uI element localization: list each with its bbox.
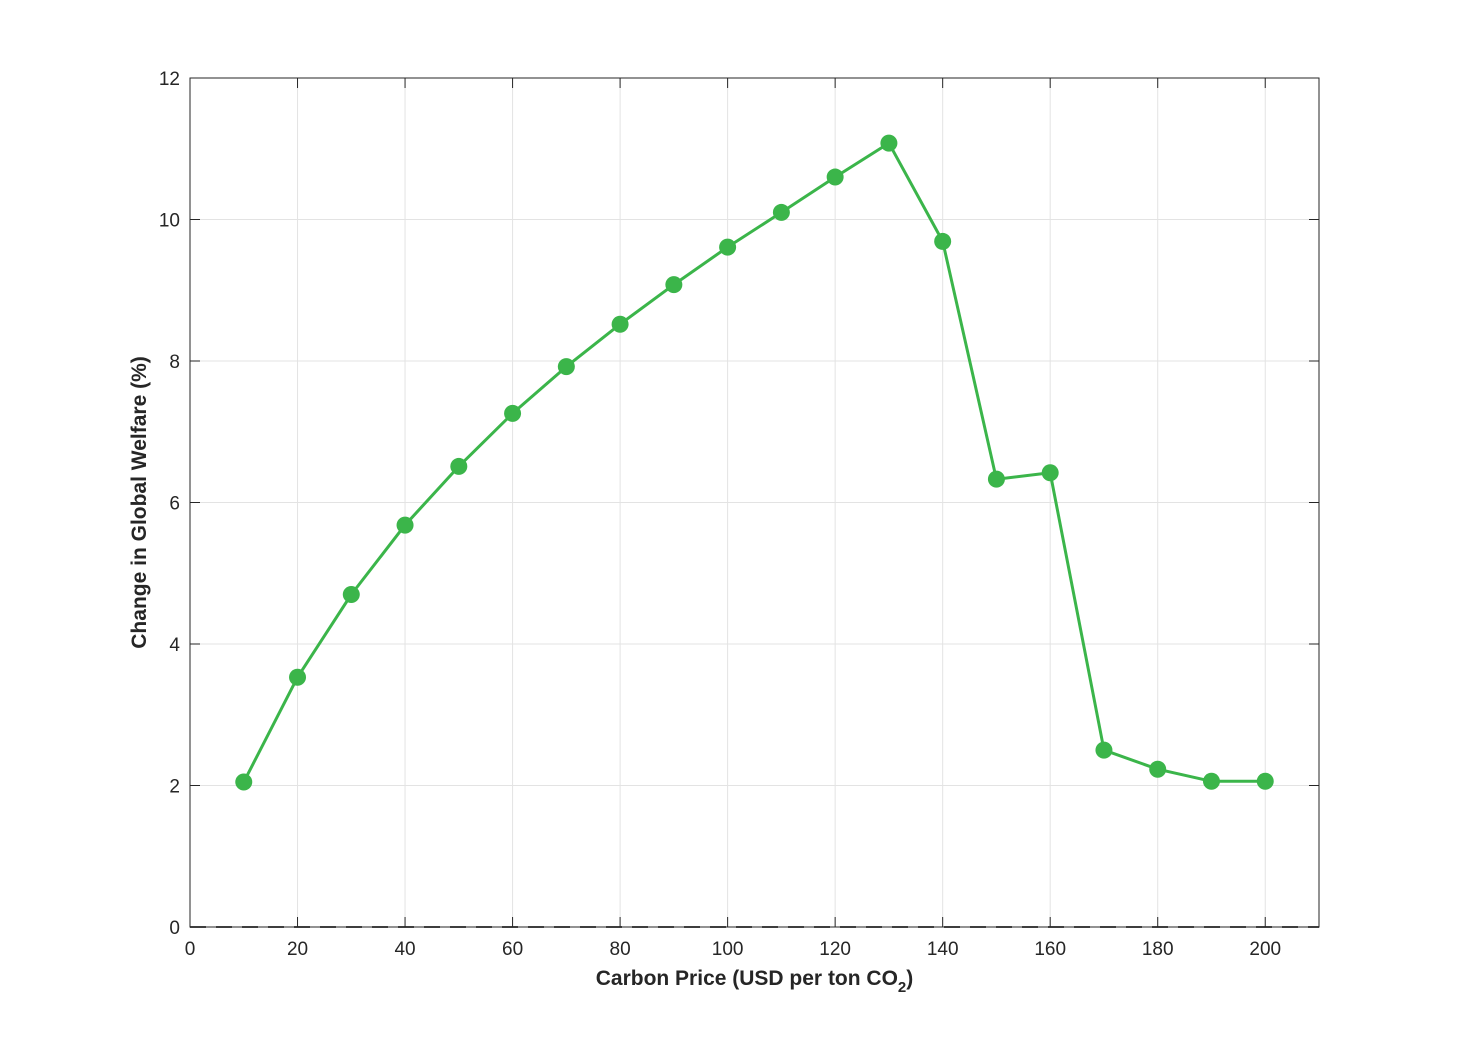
axis-ticks — [189, 77, 1319, 928]
data-point-marker — [719, 238, 737, 256]
data-point-marker — [504, 404, 522, 422]
data-point-marker — [1095, 741, 1113, 759]
data-point-marker — [880, 134, 898, 152]
data-point-marker — [450, 457, 468, 475]
data-point-marker — [289, 668, 307, 686]
x-tick-label: 80 — [610, 939, 631, 960]
x-tick-label: 160 — [1034, 939, 1066, 960]
data-point-marker — [235, 773, 253, 791]
data-point-marker — [826, 168, 844, 186]
x-axis-label-suffix: ) — [906, 967, 913, 990]
x-tick-label: 100 — [712, 939, 744, 960]
data-point-marker — [557, 358, 575, 376]
data-point-marker — [987, 470, 1005, 488]
data-point-marker — [772, 203, 790, 221]
x-tick-label: 200 — [1249, 939, 1281, 960]
data-point-marker — [611, 315, 629, 333]
data-point-marker — [396, 516, 414, 534]
data-point-marker — [934, 232, 952, 250]
y-tick-label: 6 — [169, 494, 180, 515]
y-tick-label: 2 — [169, 777, 180, 798]
x-axis-label-subscript: 2 — [898, 979, 906, 996]
data-point-marker — [342, 585, 360, 603]
data-point-marker — [1149, 760, 1167, 778]
x-tick-label: 0 — [185, 939, 196, 960]
x-tick-label: 20 — [287, 939, 308, 960]
data-point-marker — [1256, 772, 1274, 790]
y-axis-label: Change in Global Welfare (%) — [128, 356, 151, 648]
x-tick-label: 40 — [394, 939, 415, 960]
y-tick-label: 4 — [169, 635, 180, 656]
axis-tick-labels: 0 20 40 60 80 100 120 140 160 180 200 0 2 4 6 8 10 12 — [159, 69, 1281, 960]
y-tick-label: 10 — [159, 211, 180, 232]
x-tick-label: 120 — [819, 939, 851, 960]
y-tick-label: 8 — [169, 352, 180, 373]
x-tick-label: 60 — [502, 939, 523, 960]
series-line — [242, 141, 1266, 783]
x-tick-label: 140 — [927, 939, 959, 960]
y-tick-label: 0 — [169, 918, 180, 939]
data-point-marker — [665, 276, 683, 294]
x-tick-label: 180 — [1142, 939, 1174, 960]
y-tick-label: 12 — [159, 69, 180, 90]
x-axis-label-main: Carbon Price (USD per ton CO — [596, 967, 898, 990]
data-series — [235, 134, 1274, 791]
data-point-marker — [1202, 772, 1220, 790]
data-point-marker — [1041, 464, 1059, 482]
x-axis-label: Carbon Price (USD per ton CO2) — [596, 967, 914, 996]
